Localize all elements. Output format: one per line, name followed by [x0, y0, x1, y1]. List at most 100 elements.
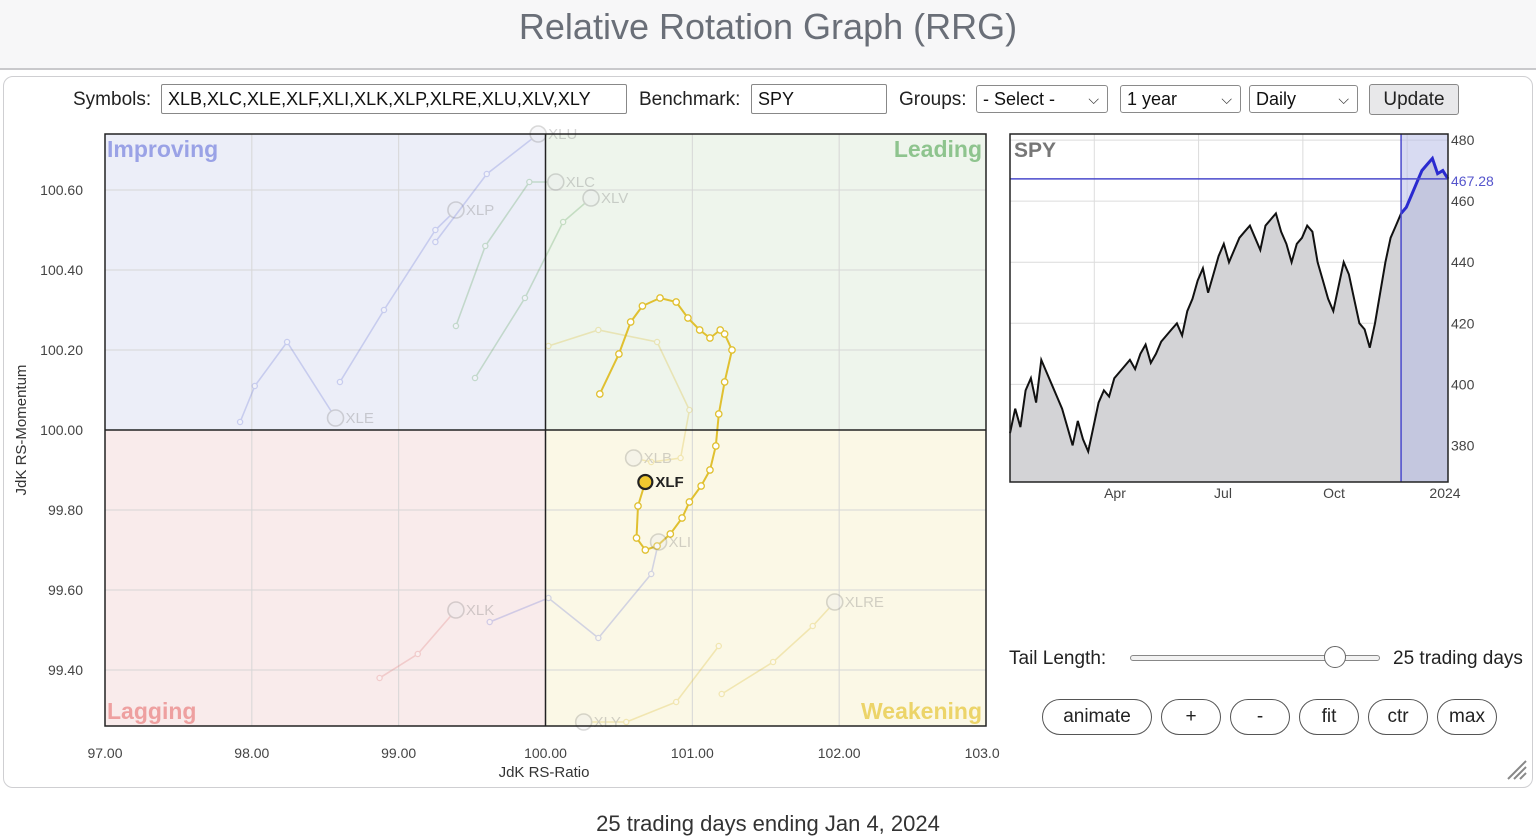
slider-thumb[interactable]	[1324, 646, 1346, 668]
tail-point	[656, 294, 664, 302]
tail-point	[623, 718, 630, 726]
spy-y-tick-label: 480	[1451, 132, 1475, 148]
x-tick-label: 103.00	[965, 745, 1000, 761]
tail-point	[432, 238, 439, 246]
chevron-down-icon: ⌵	[1221, 91, 1232, 107]
tail-point	[615, 350, 623, 358]
x-axis-label: JdK RS-Ratio	[499, 764, 590, 781]
fit-button[interactable]: fit	[1299, 699, 1359, 735]
head-point	[546, 173, 565, 191]
benchmark-label: Benchmark:	[639, 89, 741, 110]
tail-point	[595, 326, 602, 334]
tail-xli: XLI	[486, 533, 691, 642]
tail-point	[452, 606, 460, 614]
tail-point	[666, 530, 675, 538]
series-label: XLB	[644, 450, 672, 467]
tail-point	[809, 622, 816, 630]
symbols-input[interactable]: XLB,XLC,XLE,XLF,XLI,XLK,XLP,XLRE,XLU,XLV…	[161, 84, 627, 114]
y-tick-label: 99.80	[48, 502, 83, 518]
tail-line	[548, 329, 691, 463]
center-button[interactable]: ctr	[1368, 699, 1428, 735]
tail-point	[236, 418, 244, 426]
header-bar: Relative Rotation Graph (RRG)	[0, 0, 1536, 70]
tail-point	[452, 322, 460, 330]
frequency-select[interactable]: Daily ⌵	[1249, 85, 1358, 113]
groups-select[interactable]: - Select - ⌵	[976, 85, 1108, 113]
spy-y-tick-label: 440	[1451, 254, 1475, 270]
max-button[interactable]: max	[1437, 699, 1497, 735]
tail-point	[720, 330, 729, 338]
tail-point	[630, 454, 637, 462]
head-point	[637, 473, 654, 491]
head-point	[825, 593, 844, 611]
head-point	[574, 713, 593, 731]
tail-line	[583, 645, 720, 723]
series-label: XLC	[566, 174, 595, 191]
tail-point	[283, 338, 291, 346]
tail-line	[339, 209, 457, 383]
page-title: Relative Rotation Graph (RRG)	[518, 6, 1018, 47]
tail-point	[706, 466, 714, 474]
tail-point	[552, 178, 560, 186]
tail-xlre: XLRE	[718, 593, 884, 698]
tail-point	[336, 378, 344, 386]
quadrant-label-leading: Leading	[894, 136, 982, 162]
tail-point	[647, 570, 655, 578]
tail-point	[695, 326, 704, 334]
animate-button[interactable]: animate	[1042, 699, 1152, 735]
zoom-in-button[interactable]: +	[1161, 699, 1221, 735]
tail-line	[455, 181, 556, 327]
tail-point	[653, 542, 661, 550]
series-label: XLV	[601, 190, 628, 207]
groups-label: Groups:	[899, 89, 967, 110]
quadrant-leading	[545, 134, 986, 430]
quadrant-label-improving: Improving	[107, 136, 218, 162]
spy-x-tick-label: Oct	[1323, 485, 1345, 501]
quadrant-improving	[105, 134, 546, 430]
head-point	[447, 601, 465, 619]
spy-area	[1010, 158, 1448, 482]
tail-point	[452, 206, 460, 214]
x-tick-label: 99.00	[381, 745, 416, 761]
tail-length-value: 25 trading days	[1393, 648, 1523, 669]
tail-point	[595, 634, 602, 642]
tail-point	[720, 378, 729, 386]
tail-point	[678, 514, 686, 522]
tail-xle: XLE	[236, 338, 374, 427]
tail-point	[634, 502, 642, 510]
head-point	[326, 409, 345, 427]
series-label: XLK	[466, 602, 494, 619]
spy-x-tick-label: 2024	[1429, 485, 1460, 501]
spy-plot-border	[1009, 133, 1449, 483]
period-select[interactable]: 1 year ⌵	[1120, 85, 1241, 113]
tail-point	[728, 346, 736, 354]
tail-point	[332, 414, 339, 422]
benchmark-input[interactable]: SPY	[751, 84, 887, 114]
tail-point	[718, 690, 725, 698]
tail-point	[251, 382, 259, 390]
update-button[interactable]: Update	[1369, 84, 1459, 115]
tail-point	[677, 454, 684, 462]
tail-point	[655, 538, 662, 546]
resize-handle-icon[interactable]	[1504, 757, 1528, 781]
tail-point	[432, 226, 439, 234]
spy-price-line-recent	[1399, 155, 1450, 215]
tail-point	[626, 318, 635, 326]
tail-point	[486, 618, 493, 626]
footer-caption: 25 trading days ending Jan 4, 2024	[596, 811, 940, 836]
spy-y-tick-label: 380	[1451, 437, 1475, 453]
tail-length-slider[interactable]	[1130, 646, 1380, 668]
tail-line	[379, 609, 457, 679]
x-tick-label: 102.00	[818, 745, 861, 761]
tail-point	[686, 406, 693, 414]
tail-point	[376, 674, 383, 682]
tail-point	[831, 598, 839, 606]
tail-point	[711, 442, 720, 450]
quadrant-label-weakening: Weakening	[861, 698, 982, 724]
spy-current-value: 467.28	[1451, 173, 1494, 189]
tail-point	[545, 594, 552, 602]
spy-x-tick-label: Apr	[1104, 485, 1126, 501]
tail-xlc: XLC	[452, 173, 595, 330]
zoom-out-button[interactable]: -	[1230, 699, 1290, 735]
